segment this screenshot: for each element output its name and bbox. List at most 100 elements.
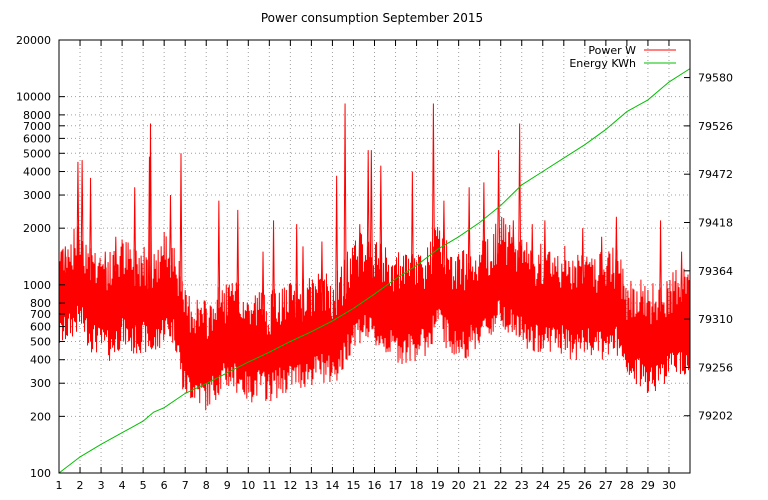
power-spike — [366, 150, 370, 298]
power-spike — [379, 165, 383, 307]
x-tick-label: 6 — [161, 479, 168, 492]
x-tick-label: 17 — [389, 479, 403, 492]
power-spike — [261, 251, 265, 352]
y-left-tick-label: 500 — [30, 335, 51, 348]
x-tick-label: 11 — [262, 479, 276, 492]
y-right-tick-label: 79256 — [698, 361, 733, 374]
power-spike — [63, 246, 68, 298]
x-tick-label: 25 — [557, 479, 571, 492]
legend-label-power: Power W — [588, 44, 636, 57]
power-spike — [217, 200, 221, 349]
x-tick-label: 2 — [77, 479, 84, 492]
power-series-line — [58, 216, 691, 411]
power-spike — [467, 187, 471, 309]
x-tick-label: 5 — [140, 479, 147, 492]
x-tick-label: 13 — [304, 479, 318, 492]
power-spike — [179, 153, 183, 334]
x-tick-label: 20 — [452, 479, 466, 492]
power-spike — [301, 246, 305, 341]
power-spike — [482, 182, 486, 297]
y-right-tick-label: 79472 — [698, 168, 733, 181]
power-spike — [236, 209, 240, 345]
x-tick-label: 15 — [346, 479, 360, 492]
x-tick-label: 30 — [662, 479, 676, 492]
y-left-tick-label: 10000 — [16, 91, 51, 104]
y-left-tick-label: 20000 — [16, 34, 51, 47]
x-tick-label: 26 — [578, 479, 592, 492]
x-tick-label: 24 — [536, 479, 550, 492]
power-spike — [581, 228, 585, 310]
x-tick-label: 21 — [473, 479, 487, 492]
energy-series-line — [58, 68, 691, 474]
power-spike — [133, 187, 137, 308]
x-tick-label: 29 — [641, 479, 655, 492]
x-tick-label: 22 — [494, 479, 508, 492]
y-left-tick-label: 700 — [30, 308, 51, 321]
power-spike — [599, 236, 604, 314]
x-tick-label: 14 — [325, 479, 339, 492]
x-tick-label: 7 — [182, 479, 189, 492]
y-right-tick-label: 79202 — [698, 410, 733, 423]
x-tick-label: 16 — [368, 479, 382, 492]
x-tick-label: 9 — [224, 479, 231, 492]
y-right-tick-label: 79364 — [698, 265, 733, 278]
power-spike — [679, 251, 684, 328]
power-spike — [614, 216, 619, 308]
power-spike — [658, 220, 663, 340]
y-left-tick-label: 3000 — [23, 189, 51, 202]
x-tick-label: 19 — [431, 479, 445, 492]
power-spike — [530, 224, 534, 309]
x-tick-label: 28 — [620, 479, 634, 492]
y-left-tick-label: 800 — [30, 297, 51, 310]
power-spike — [543, 220, 547, 304]
power-spike — [88, 177, 93, 304]
y-left-tick-label: 2000 — [23, 222, 51, 235]
x-tick-label: 4 — [119, 479, 126, 492]
power-spike — [148, 123, 153, 311]
chart-title: Power consumption September 2015 — [261, 11, 483, 25]
x-tick-label: 3 — [98, 479, 105, 492]
power-spike — [369, 150, 374, 301]
power-spike — [358, 224, 362, 296]
power-spike — [76, 161, 80, 287]
y-left-tick-label: 6000 — [23, 132, 51, 145]
y-left-tick-label: 200 — [30, 410, 51, 423]
y-right-tick-label: 79310 — [698, 313, 733, 326]
power-spike — [410, 171, 415, 314]
power-spike — [103, 251, 107, 311]
y-left-tick-label: 400 — [30, 354, 51, 367]
x-tick-label: 12 — [283, 479, 297, 492]
axis-layer: 1 2 3 4 5 6 7 8 9 10 11 12 13 14 15 16 17 18 19 20 21 22 23 24 2… — [16, 34, 733, 492]
power-spike — [294, 224, 299, 343]
x-tick-label: 18 — [410, 479, 424, 492]
power-spike — [343, 103, 347, 321]
y-right-tick-label: 79580 — [698, 72, 733, 85]
power-spike — [431, 103, 436, 294]
y-left-tick-label: 1000 — [23, 279, 51, 292]
power-spike — [517, 123, 522, 297]
y-right-tick-label: 79418 — [698, 217, 733, 230]
power-spike — [80, 160, 84, 289]
power-spike — [334, 175, 339, 334]
y-left-tick-label: 300 — [30, 377, 51, 390]
power-spike — [320, 241, 324, 334]
power-spike — [496, 150, 501, 281]
y-left-tick-label: 600 — [30, 321, 51, 334]
x-tick-label: 1 — [56, 479, 63, 492]
x-tick-label: 23 — [515, 479, 529, 492]
y-right-tick-label: 79526 — [698, 120, 733, 133]
legend-label-energy: Energy KWh — [569, 57, 636, 70]
power-spike — [114, 236, 118, 308]
y-left-tick-label: 4000 — [23, 166, 51, 179]
power-spike — [511, 220, 516, 291]
legend: Power W Energy KWh — [569, 44, 676, 70]
x-tick-label: 10 — [241, 479, 255, 492]
power-spike — [271, 220, 276, 352]
series-layer — [58, 68, 691, 474]
power-spike — [147, 156, 152, 310]
y-left-tick-label: 8000 — [23, 109, 51, 122]
power-spike — [168, 195, 173, 297]
y-left-tick-label: 7000 — [23, 120, 51, 133]
x-tick-label: 8 — [203, 479, 210, 492]
